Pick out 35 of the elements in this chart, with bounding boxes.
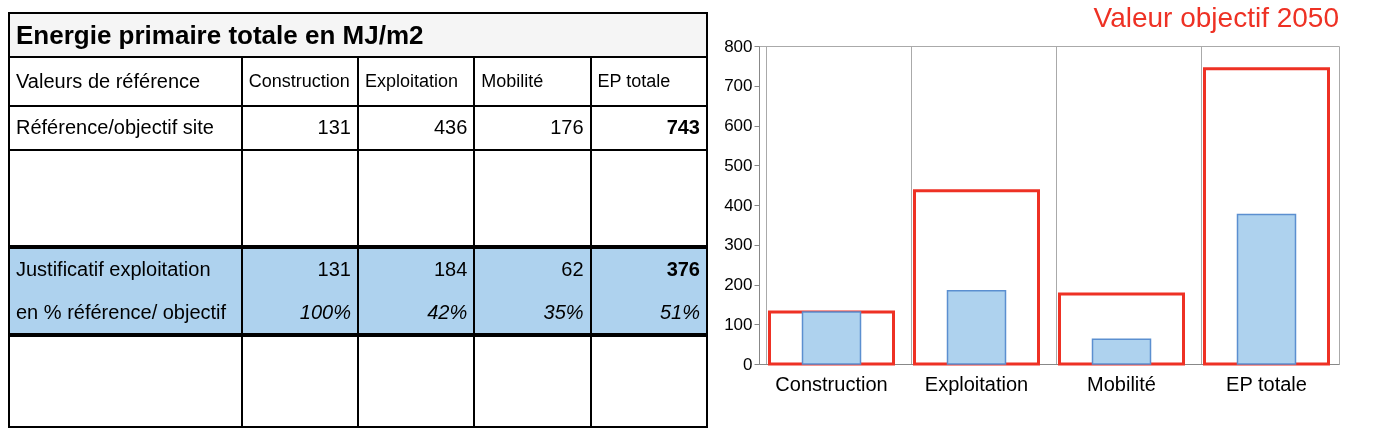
text: 131 (241, 246, 358, 292)
category-label: Mobilité (481, 70, 544, 91)
category-label: Exploitation (364, 70, 459, 91)
y-tick-label: 800 (724, 36, 753, 56)
category-label: Construction (248, 70, 350, 91)
y-tick-label: 100 (724, 314, 753, 334)
text: 131 (241, 105, 358, 150)
text: Valeur objectif 2050 (1093, 2, 1339, 33)
x-tick-label: Construction (775, 372, 888, 395)
text: 51% (590, 291, 707, 336)
text: Référence/objectif site (9, 105, 242, 150)
text: 436 (357, 105, 475, 150)
text: Valeurs de référence (9, 57, 242, 106)
text: 42% (357, 291, 475, 336)
y-tick-label: 200 (724, 275, 753, 294)
text: 35% (474, 291, 591, 336)
y-tick-label: 300 (724, 235, 753, 255)
text: 62 (474, 246, 591, 292)
x-tick-label: Exploitation (924, 372, 1029, 395)
y-tick-label: 0 (743, 354, 753, 374)
text: 100% (241, 291, 358, 336)
x-tick-label: EP totale (1226, 372, 1307, 395)
text: 184 (357, 246, 475, 292)
y-tick-label: 700 (724, 76, 753, 96)
y-tick-label: 400 (724, 195, 753, 215)
category-label: EP totale (597, 70, 671, 91)
text: 176 (474, 105, 591, 150)
text: en % référence/ objectif (9, 291, 242, 336)
text: 743 (590, 105, 707, 150)
text: Energie primaire totale en MJ/m2 (9, 13, 707, 58)
text: 376 (590, 246, 707, 292)
y-tick-label: 600 (724, 116, 753, 135)
y-tick-label: 500 (724, 155, 753, 175)
x-tick-label: Mobilité (1087, 372, 1156, 395)
text: Justificatif exploitation (9, 246, 242, 292)
